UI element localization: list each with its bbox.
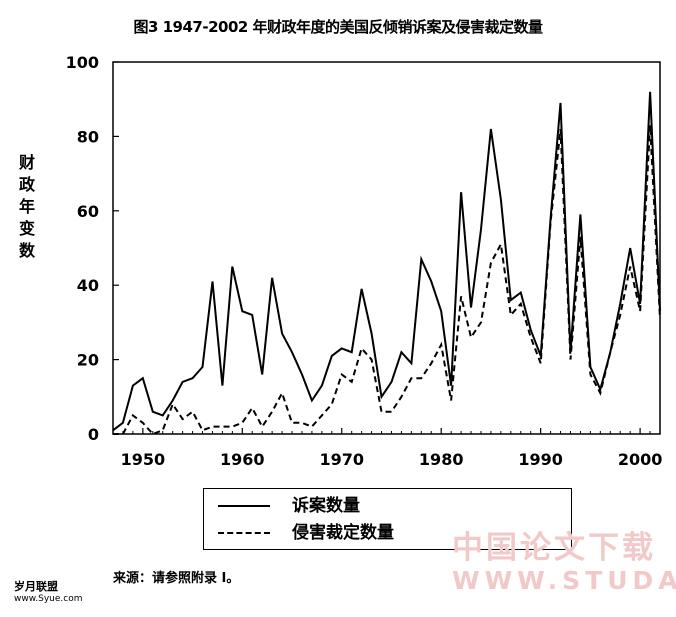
site-logo-name: 岁月联盟 xyxy=(14,580,58,593)
legend-item-lawsuits: 诉案数量 xyxy=(204,494,571,518)
legend-dashed-line-swatch xyxy=(218,532,270,534)
x-tick-label: 1990 xyxy=(518,450,563,469)
plot-frame xyxy=(112,61,661,435)
y-axis-label-char: 政 xyxy=(18,175,35,194)
x-tick-label: 2000 xyxy=(618,450,663,469)
y-tick-label: 0 xyxy=(88,425,99,444)
y-tick-label: 80 xyxy=(77,127,99,146)
y-tick-label: 100 xyxy=(66,53,99,72)
x-tick-label: 1980 xyxy=(419,450,464,469)
legend-item-injury: 侵害裁定数量 xyxy=(204,521,571,545)
watermark: 中国论文下载 WWW.STUDA. xyxy=(452,530,676,596)
legend: 诉案数量 侵害裁定数量 xyxy=(203,488,572,550)
source-note: 来源：请参照附录 I。 xyxy=(113,571,240,586)
y-axis-label-char: 数 xyxy=(18,241,35,260)
x-tick-label: 1960 xyxy=(220,450,265,469)
y-tick-label: 60 xyxy=(77,202,99,221)
y-tick-label: 20 xyxy=(77,351,99,370)
y-tick-label: 40 xyxy=(77,276,99,295)
x-tick-label: 1950 xyxy=(121,450,166,469)
watermark-en: WWW.STUDA. xyxy=(452,566,676,595)
y-axis-label-char: 财 xyxy=(18,153,35,172)
y-axis-label-char: 年 xyxy=(18,197,35,216)
legend-label-injury: 侵害裁定数量 xyxy=(292,523,394,543)
watermark-cn: 中国论文下载 xyxy=(452,530,656,566)
x-tick-label: 1970 xyxy=(319,450,364,469)
legend-solid-line-swatch xyxy=(218,505,270,507)
site-logo-url: www.Syue.com xyxy=(14,594,83,604)
series-line-injury xyxy=(113,125,661,436)
site-logo: 岁月联盟 www.Syue.com xyxy=(14,580,82,606)
y-axis-label-char: 变 xyxy=(18,219,35,238)
chart-title: 图3 1947-2002 年财政年度的美国反倾销诉案及侵害裁定数量 xyxy=(133,18,543,36)
legend-label-lawsuits: 诉案数量 xyxy=(292,496,360,516)
y-axis-label: 财政年变数 xyxy=(14,152,40,262)
